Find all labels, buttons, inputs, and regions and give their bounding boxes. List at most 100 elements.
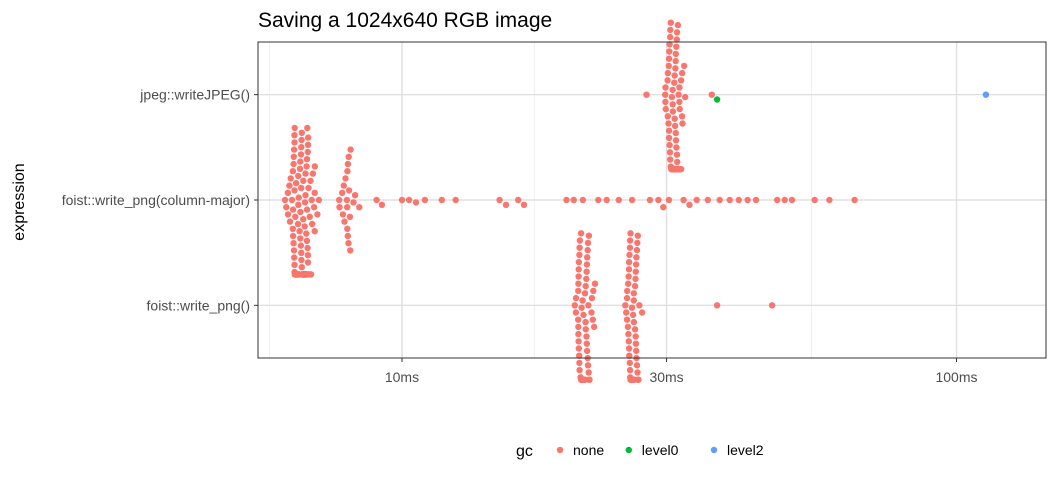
data-point — [626, 251, 633, 259]
data-point — [752, 196, 760, 204]
data-point — [347, 247, 354, 254]
x-tick-label: 30ms — [649, 369, 683, 385]
data-point — [289, 225, 296, 232]
data-point — [665, 120, 672, 127]
data-point — [631, 282, 639, 290]
data-point — [575, 280, 582, 287]
data-point — [660, 204, 667, 211]
data-point — [677, 77, 685, 84]
data-point — [339, 211, 347, 218]
data-point — [676, 105, 683, 113]
data-point — [342, 175, 349, 182]
data-point — [344, 232, 351, 240]
data-point — [344, 225, 351, 232]
data-point — [286, 182, 293, 189]
data-point — [398, 196, 406, 204]
data-point — [583, 268, 590, 275]
data-point — [666, 48, 673, 55]
data-point — [303, 163, 310, 170]
data-point — [851, 196, 858, 204]
data-point — [774, 196, 781, 204]
data-point — [625, 345, 633, 352]
data-point — [671, 115, 678, 122]
data-point — [575, 316, 582, 323]
data-point — [572, 294, 580, 302]
data-point — [671, 79, 678, 86]
data-point — [576, 359, 583, 367]
data-point — [665, 62, 672, 70]
data-point — [576, 251, 583, 259]
data-point — [283, 204, 290, 211]
data-point — [716, 196, 723, 204]
data-point — [634, 232, 641, 239]
data-point — [307, 177, 314, 184]
data-point — [643, 91, 650, 98]
data-point — [315, 196, 323, 204]
data-point — [311, 228, 318, 235]
data-point — [336, 196, 343, 204]
data-point — [309, 170, 317, 177]
data-point — [626, 366, 634, 374]
data-point — [626, 244, 634, 251]
data-point — [345, 240, 352, 247]
data-point — [284, 189, 292, 196]
data-points — [281, 19, 990, 383]
data-point — [630, 318, 638, 326]
data-point — [298, 184, 305, 192]
data-point — [664, 77, 671, 84]
data-point — [669, 108, 677, 115]
data-point — [438, 196, 445, 204]
data-point — [625, 338, 632, 345]
data-point — [289, 206, 297, 213]
y-tick-label: jpeg::writeJPEG() — [139, 87, 250, 103]
data-point — [575, 338, 582, 345]
data-point — [627, 230, 634, 237]
data-point — [686, 201, 693, 208]
data-point — [982, 91, 990, 98]
data-point — [826, 196, 833, 204]
data-point — [295, 201, 302, 208]
data-point — [590, 323, 598, 331]
data-point — [585, 302, 592, 309]
data-point — [307, 271, 315, 278]
data-point — [302, 170, 309, 177]
data-point — [585, 369, 592, 376]
data-point — [674, 21, 682, 29]
data-point — [584, 254, 591, 261]
data-point — [575, 330, 582, 338]
data-point — [680, 196, 687, 204]
data-point — [287, 175, 294, 182]
data-point — [693, 196, 700, 204]
x-tick-label: 100ms — [935, 369, 977, 385]
data-point — [345, 153, 352, 160]
data-point — [788, 196, 796, 204]
data-point — [668, 93, 676, 101]
data-point — [595, 196, 602, 204]
data-point — [297, 235, 304, 242]
data-point — [624, 287, 631, 295]
data-point — [576, 244, 583, 251]
data-point — [515, 196, 522, 204]
data-point — [672, 129, 679, 137]
data-point — [636, 302, 643, 309]
data-point — [623, 316, 631, 323]
data-point — [583, 275, 590, 283]
data-point — [625, 266, 633, 273]
data-point — [452, 196, 459, 204]
data-point — [298, 264, 305, 271]
data-point — [296, 165, 304, 172]
data-point — [672, 50, 679, 58]
data-point — [290, 146, 298, 153]
data-point — [667, 19, 674, 26]
data-point — [628, 196, 636, 204]
data-point — [582, 318, 589, 326]
data-point — [586, 376, 593, 383]
data-point — [576, 366, 583, 374]
data-point — [665, 134, 673, 142]
data-point — [292, 213, 299, 220]
data-point — [811, 196, 818, 204]
data-point — [768, 302, 776, 309]
data-point — [291, 124, 298, 132]
data-point — [665, 196, 673, 204]
data-point — [304, 252, 312, 259]
